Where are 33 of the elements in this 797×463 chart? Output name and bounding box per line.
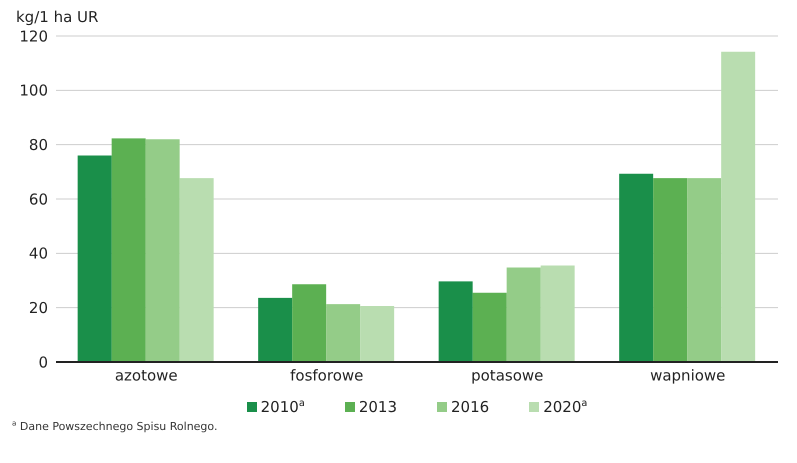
y-tick-label: 100 (19, 82, 48, 100)
bar (687, 178, 722, 362)
text: $^{a}$ Dane Powszechnego Spisu Rolnego. (12, 418, 218, 433)
legend-label: 2013 (358, 398, 397, 416)
x-tick-label: azotowe (114, 366, 178, 385)
y-tick-label: 80 (28, 136, 48, 154)
bar (180, 178, 214, 362)
bar (653, 178, 688, 362)
bar (360, 306, 394, 362)
bar (540, 266, 575, 362)
x-tick-label: fosforowe (290, 366, 364, 385)
bar (146, 139, 180, 362)
y-tick-label: 20 (28, 298, 48, 317)
legend-label: 2010$^{a}$ (260, 398, 305, 416)
bar (292, 284, 326, 362)
bar (258, 298, 292, 362)
y-tick-label: 60 (28, 190, 48, 208)
y-axis-title: kg/1 ha UR (16, 8, 100, 26)
bar (619, 174, 654, 362)
x-tick-label: potasowe (471, 366, 544, 385)
legend-label: 2020$^{a}$ (543, 398, 588, 416)
legend-label: 2016 (451, 398, 490, 416)
bar (112, 138, 146, 362)
bar (506, 267, 541, 362)
x-tick-label: wapniowe (650, 366, 726, 385)
y-tick-label: 120 (19, 27, 48, 46)
bar (326, 304, 360, 362)
bar (472, 292, 507, 362)
y-tick-label: 0 (38, 353, 48, 372)
bar (721, 52, 756, 362)
bar (438, 281, 473, 362)
y-tick-label: 40 (28, 244, 48, 263)
bar (78, 156, 112, 362)
